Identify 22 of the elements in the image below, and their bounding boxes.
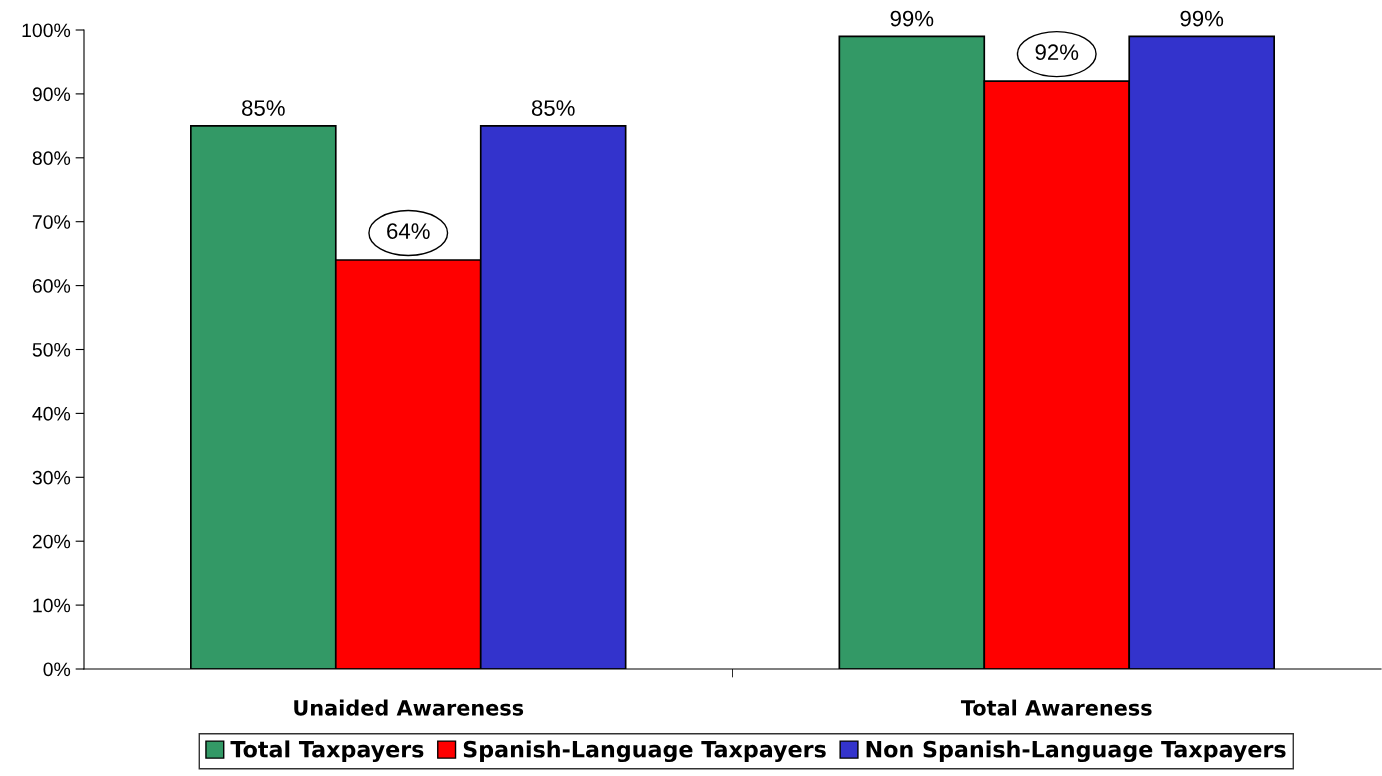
y-tick-label: 50% [32, 342, 71, 357]
x-tick-label: Total Awareness [960, 699, 1152, 716]
legend-label: Non Spanish-Language Taxpayers [866, 740, 1286, 763]
y-tick-label: 40% [32, 406, 71, 421]
y-tick-label: 70% [32, 215, 71, 229]
y-tick-label: 60% [32, 279, 71, 293]
legend-label: Total Taxpayers [230, 740, 424, 763]
y-tick-label: 20% [32, 534, 71, 549]
y-tick-label: 100% [22, 23, 71, 38]
annotation: 92% [1035, 44, 1079, 61]
y-tick-label: 80% [32, 151, 71, 166]
data-label: 99% [1180, 10, 1224, 27]
legend-label: Spanish-Language Taxpayers [463, 740, 826, 763]
data-label: 99% [890, 10, 934, 27]
x-tick-label: Unaided Awareness [294, 699, 524, 716]
y-tick-label: 10% [33, 598, 71, 613]
y-tick-label: 30% [32, 470, 71, 485]
data-label: 85% [531, 100, 575, 116]
y-tick-label: 0% [43, 662, 71, 677]
y-tick-label: 90% [32, 87, 71, 102]
data-label: 85% [242, 100, 285, 116]
annotation: 64% [387, 223, 430, 239]
